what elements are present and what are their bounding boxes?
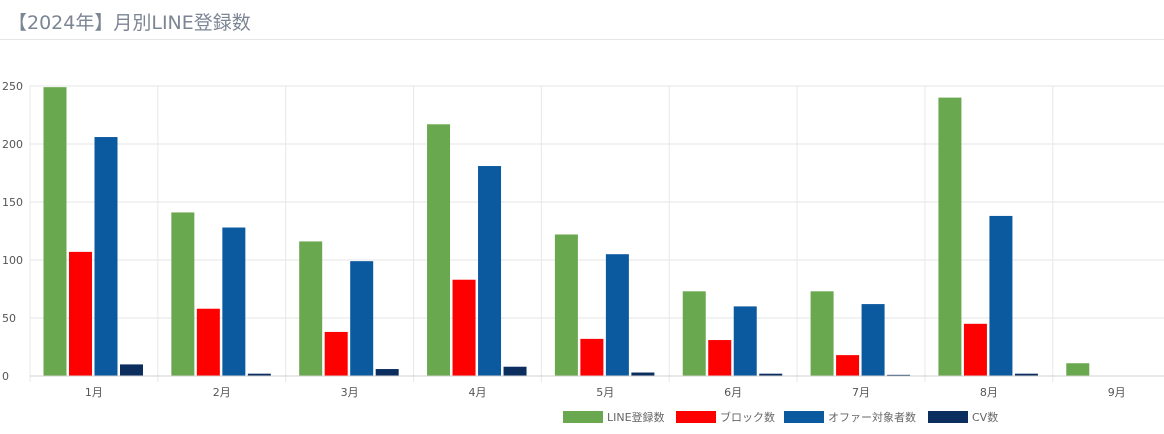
legend-swatch — [784, 411, 824, 423]
x-tick-label: 2月 — [213, 386, 231, 399]
legend-label: ブロック数 — [720, 410, 775, 424]
y-tick-label: 200 — [2, 138, 23, 151]
legend-label: オファー対象者数 — [828, 410, 916, 424]
bar-3-2 — [222, 227, 246, 376]
bar-2-1 — [69, 251, 92, 376]
bar-1-2 — [171, 212, 195, 376]
bar-4-7 — [887, 374, 911, 376]
x-tick-label: 5月 — [596, 386, 614, 399]
legend-item[interactable]: CV数 — [928, 411, 998, 424]
bar-4-4 — [503, 366, 527, 376]
bar-1-9 — [1066, 363, 1090, 376]
x-tick-label: 1月 — [85, 386, 103, 399]
page-title: 【2024年】月別LINE登録数 — [8, 12, 251, 34]
bar-3-7 — [861, 304, 885, 376]
legend-swatch — [928, 411, 968, 423]
chart-axes: 0 50 100 150 200 250 1月 2月 3月 4月 5月 6月 7月 8月 9月 — [2, 80, 1164, 399]
legend-swatch — [676, 411, 716, 423]
bar-4-8 — [1014, 373, 1038, 376]
y-tick-label: 250 — [2, 80, 23, 93]
bar-3-1 — [94, 137, 118, 376]
legend-item[interactable]: ブロック数 — [676, 410, 775, 424]
bar-3-8 — [989, 215, 1013, 376]
x-tick-label: 8月 — [980, 386, 998, 399]
bar-1-1 — [43, 87, 67, 376]
bar-4-3 — [375, 369, 399, 376]
bar-1-7 — [810, 291, 834, 376]
bar-2-4 — [452, 279, 476, 376]
bar-2-3 — [324, 331, 348, 376]
bar-1-3 — [299, 241, 323, 376]
bar-4-5 — [631, 372, 655, 376]
chart-legend: LINE登録数 ブロック数 オファー対象者数 CV数 — [563, 410, 998, 424]
x-tick-label: 6月 — [724, 386, 742, 399]
title-bar: 【2024年】月別LINE登録数 — [0, 0, 1164, 40]
bar-2-2 — [196, 308, 220, 376]
y-tick-label: 150 — [2, 196, 23, 209]
x-tick-label: 4月 — [468, 386, 486, 399]
x-tick-label: 9月 — [1108, 386, 1126, 399]
legend-label: CV数 — [972, 411, 998, 424]
bar-4-6 — [759, 373, 783, 376]
bar-1-5 — [554, 234, 578, 376]
x-tick-label: 7月 — [852, 386, 870, 399]
legend-label: LINE登録数 — [607, 410, 665, 424]
bar-2-6 — [708, 340, 732, 376]
bar-4-2 — [247, 373, 271, 376]
bar-3-3 — [350, 261, 374, 376]
bar-2-8 — [963, 323, 987, 376]
bar-3-4 — [478, 166, 502, 376]
y-tick-label: 100 — [2, 254, 23, 267]
bar-1-6 — [682, 291, 706, 376]
x-tick-label: 3月 — [341, 386, 359, 399]
bar-1-4 — [427, 124, 451, 376]
chart-bars — [43, 87, 1090, 376]
legend-item[interactable]: オファー対象者数 — [784, 410, 916, 424]
bar-2-7 — [836, 355, 860, 376]
legend-swatch — [563, 411, 603, 423]
bar-3-5 — [605, 254, 629, 376]
y-tick-label: 50 — [2, 312, 16, 325]
y-tick-label: 0 — [2, 370, 9, 383]
legend-item[interactable]: LINE登録数 — [563, 410, 665, 424]
bar-1-8 — [938, 97, 962, 376]
bar-4-1 — [120, 364, 143, 376]
bar-3-6 — [733, 306, 757, 376]
bar-2-5 — [580, 338, 604, 376]
